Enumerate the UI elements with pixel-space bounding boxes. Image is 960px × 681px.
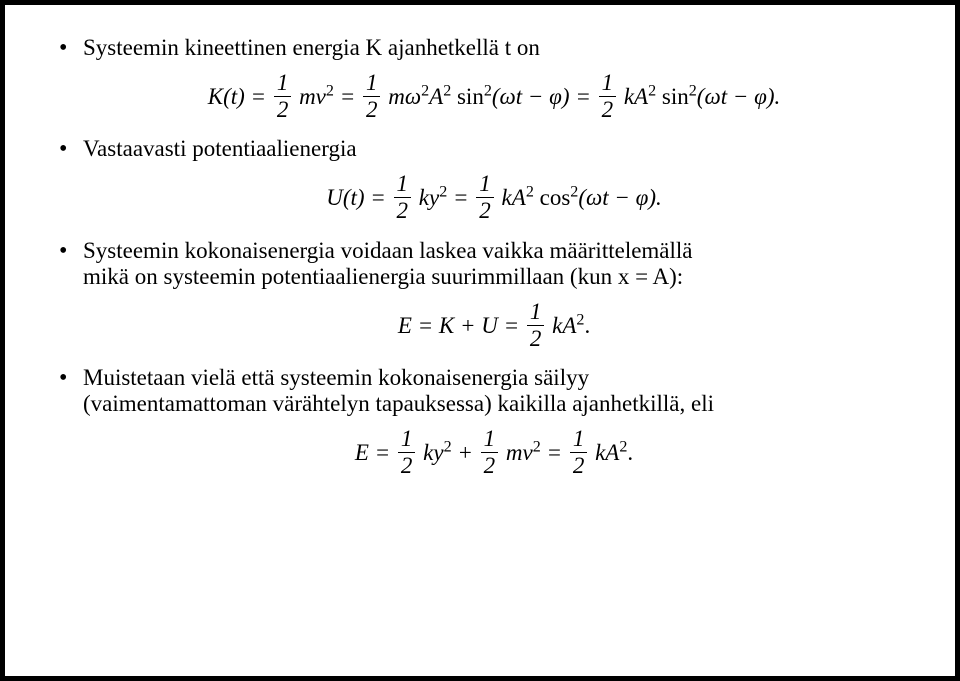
eq2-frac1: 12 xyxy=(394,172,412,223)
eq1-frac2: 12 xyxy=(363,71,381,122)
eq3-ka2: kA2. xyxy=(552,313,590,338)
bullet-3-line2: mikä on systeemin potentiaalienergia suu… xyxy=(83,264,683,289)
eq1-mw2a2: mω2A2 xyxy=(388,84,451,109)
bullet-4-line2: (vaimentamattoman värähtelyn tapauksessa… xyxy=(83,391,714,416)
eq4-ky2: ky2 xyxy=(423,440,451,465)
eq2-lhs: U(t) = xyxy=(326,185,391,210)
eq1-sin2b: sin2(ωt − φ). xyxy=(662,84,780,109)
eq2-cos2: cos2(ωt − φ). xyxy=(540,185,662,210)
eq2-ka2: kA2 xyxy=(502,185,534,210)
bullet-2-text: Vastaavasti potentiaalienergia xyxy=(83,136,357,161)
eq1-lhs: K(t) = xyxy=(208,84,272,109)
eq3-frac: 12 xyxy=(527,300,545,351)
eq2-ky2: ky2 xyxy=(419,185,447,210)
bullet-item-1: Systeemin kineettinen energia K ajanhetk… xyxy=(55,35,905,122)
eq4-plus: + xyxy=(457,440,478,465)
eq1-eq1: = xyxy=(340,84,361,109)
eq1-ka2: kA2 xyxy=(624,84,656,109)
bullet-1-text: Systeemin kineettinen energia K ajanhetk… xyxy=(83,35,540,60)
eq4-frac3: 12 xyxy=(570,427,588,478)
bullet-item-3: Systeemin kokonaisenergia voidaan laskea… xyxy=(55,238,905,351)
eq1-frac1: 12 xyxy=(274,71,292,122)
eq4-lhs: E = xyxy=(355,440,396,465)
bullet-4-line1: Muistetaan vielä että systeemin kokonais… xyxy=(83,365,589,390)
bullet-item-4: Muistetaan vielä että systeemin kokonais… xyxy=(55,365,905,478)
eq4-frac1: 12 xyxy=(398,427,416,478)
eq2-frac2: 12 xyxy=(476,172,494,223)
eq1-frac3: 12 xyxy=(599,71,617,122)
eq2-eq: = xyxy=(453,185,474,210)
document-page: 17 Systeemin kineettinen energia K ajanh… xyxy=(0,0,960,681)
eq4-mv2: mv2 xyxy=(506,440,541,465)
equation-1: K(t) = 12 mv2 = 12 mω2A2 sin2(ωt − φ) = … xyxy=(83,71,905,122)
eq1-mv2: mv2 xyxy=(299,84,334,109)
bullet-list: Systeemin kineettinen energia K ajanhetk… xyxy=(55,35,905,478)
eq4-eq: = xyxy=(547,440,568,465)
equation-2: U(t) = 12 ky2 = 12 kA2 cos2(ωt − φ). xyxy=(83,172,905,223)
bullet-3-line1: Systeemin kokonaisenergia voidaan laskea… xyxy=(83,238,693,263)
bullet-item-2: Vastaavasti potentiaalienergia U(t) = 12… xyxy=(55,136,905,223)
eq1-sin2: sin2(ωt − φ) = xyxy=(457,84,597,109)
equation-3: E = K + U = 12 kA2. xyxy=(83,300,905,351)
eq4-ka2: kA2. xyxy=(595,440,633,465)
eq4-frac2: 12 xyxy=(481,427,499,478)
eq3-lhs: E = K + U = xyxy=(398,313,525,338)
equation-4: E = 12 ky2 + 12 mv2 = 12 kA2. xyxy=(83,427,905,478)
